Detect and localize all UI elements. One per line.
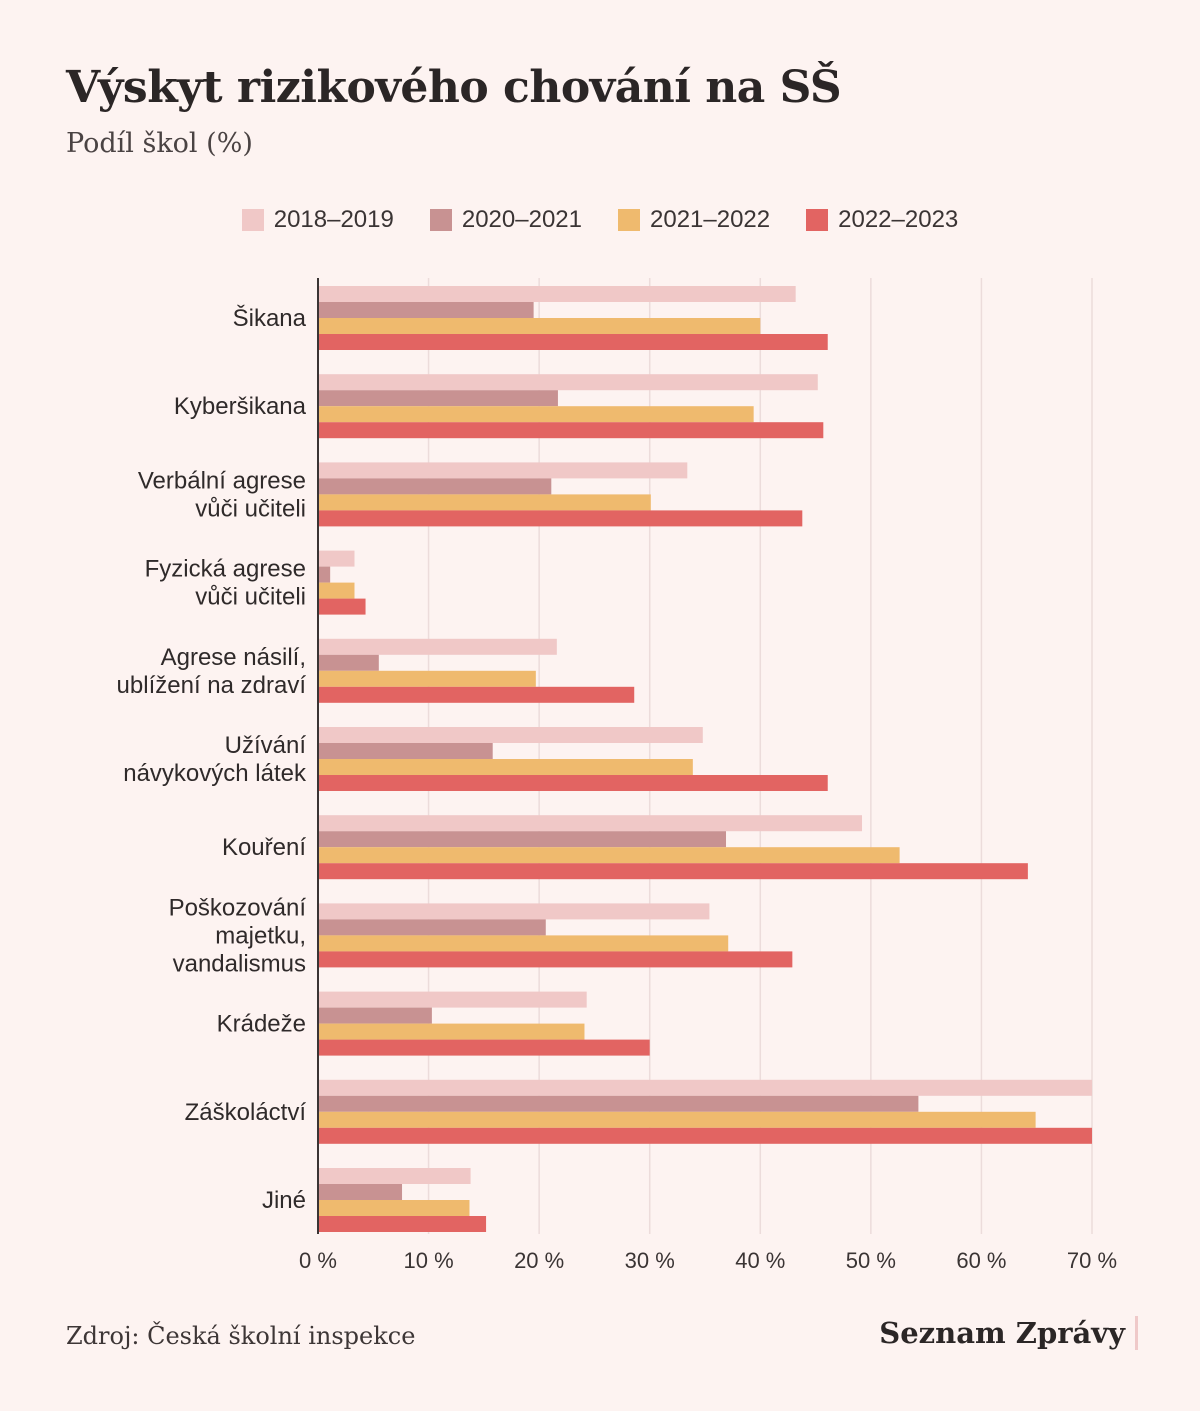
x-tick-label: 50 % bbox=[846, 1248, 896, 1273]
bar-2 bbox=[318, 390, 558, 407]
bar-4 bbox=[318, 1216, 487, 1232]
category-label: Záškoláctví bbox=[185, 1099, 307, 1126]
category-label: Užívání bbox=[225, 732, 307, 759]
x-tick-label: 10 % bbox=[403, 1248, 453, 1273]
bar-3 bbox=[318, 318, 761, 334]
bar-2 bbox=[318, 831, 727, 848]
bar-3 bbox=[318, 1111, 1036, 1128]
category-label: majetku, bbox=[215, 922, 306, 949]
legend-item-2018-2019: 2018–2019 bbox=[241, 206, 394, 234]
bar-3 bbox=[318, 1023, 585, 1040]
bar-1 bbox=[318, 727, 703, 743]
bar-2 bbox=[318, 566, 331, 583]
bar-4 bbox=[318, 1127, 1092, 1144]
category-label: Agrese násilí, bbox=[161, 644, 306, 671]
bar-4 bbox=[318, 951, 793, 968]
bar-4 bbox=[318, 334, 828, 350]
category-label: vandalismus bbox=[173, 950, 306, 977]
legend: 2018–2019 2020–2021 2021–2022 2022–2023 bbox=[0, 206, 1200, 234]
x-tick-label: 0 % bbox=[299, 1248, 337, 1273]
bar-3 bbox=[318, 759, 693, 775]
bar-2 bbox=[318, 1184, 403, 1200]
category-label: Kyberšikana bbox=[174, 393, 307, 420]
category-label: ublížení na zdraví bbox=[117, 672, 307, 699]
legend-swatch bbox=[806, 209, 829, 231]
bar-1 bbox=[318, 638, 557, 655]
bar-1 bbox=[318, 1079, 1092, 1096]
bar-4 bbox=[318, 775, 828, 791]
bar-2 bbox=[318, 302, 534, 318]
bar-4 bbox=[318, 598, 366, 615]
category-label: Jiné bbox=[262, 1187, 306, 1214]
bar-1 bbox=[318, 462, 688, 479]
x-tick-label: 40 % bbox=[735, 1248, 785, 1273]
bar-chart: 0 % 10 % 20 % 30 % 40 % 50 % 60 % 70 % Šikana Kyb… bbox=[117, 278, 1117, 1273]
legend-item-2020-2021: 2020–2021 bbox=[429, 206, 582, 234]
bar-1 bbox=[318, 1168, 471, 1184]
category-label: Šikana bbox=[233, 304, 307, 332]
category-label: vůči učiteli bbox=[195, 495, 306, 522]
bar-2 bbox=[318, 478, 552, 495]
bar-1 bbox=[318, 815, 863, 832]
bar-3 bbox=[318, 847, 900, 864]
legend-label: 2022–2023 bbox=[838, 206, 959, 233]
x-tick-label: 20 % bbox=[514, 1248, 564, 1273]
bar-3 bbox=[318, 935, 729, 952]
bar-1 bbox=[318, 374, 818, 391]
bar-4 bbox=[318, 686, 635, 703]
legend-label: 2021–2022 bbox=[650, 206, 771, 233]
x-tick-label: 30 % bbox=[625, 1248, 675, 1273]
legend-item-2021-2022: 2021–2022 bbox=[618, 206, 770, 234]
category-label: návykových látek bbox=[123, 760, 307, 787]
category-label: Krádeže bbox=[217, 1011, 306, 1038]
bar-2 bbox=[318, 919, 546, 936]
bar-2 bbox=[318, 654, 379, 671]
bar-3 bbox=[318, 494, 651, 511]
bar-4 bbox=[318, 422, 824, 439]
legend-label: 2020–2021 bbox=[461, 206, 582, 233]
bar-3 bbox=[318, 582, 355, 599]
source-note: Zdroj: Česká školní inspekce bbox=[66, 1322, 416, 1350]
bar-1 bbox=[318, 991, 587, 1008]
bar-2 bbox=[318, 1095, 919, 1112]
legend-item-2022-2023: 2022–2023 bbox=[806, 206, 958, 234]
bar-2 bbox=[318, 1007, 432, 1024]
bar-3 bbox=[318, 670, 536, 687]
x-tick-label: 70 % bbox=[1067, 1248, 1117, 1273]
chart-title: Výskyt rizikového chování na SŠ bbox=[66, 62, 842, 113]
bar-4 bbox=[318, 863, 1028, 880]
bar-1 bbox=[318, 903, 710, 920]
legend-swatch bbox=[429, 209, 452, 231]
bar-4 bbox=[318, 510, 803, 527]
category-label: vůči učiteli bbox=[195, 584, 306, 611]
bar-3 bbox=[318, 1200, 470, 1216]
category-label: Fyzická agrese bbox=[145, 556, 306, 583]
x-tick-label: 60 % bbox=[956, 1248, 1006, 1273]
bar-3 bbox=[318, 406, 754, 423]
bar-4 bbox=[318, 1039, 650, 1056]
bar-1 bbox=[318, 550, 355, 567]
category-label: Poškozování bbox=[169, 894, 307, 921]
chart-subtitle: Podíl škol (%) bbox=[66, 128, 253, 159]
bar-2 bbox=[318, 743, 493, 759]
brand-logo: Seznam Zprávy bbox=[879, 1316, 1138, 1350]
bar-1 bbox=[318, 286, 796, 302]
legend-swatch bbox=[241, 209, 264, 231]
legend-swatch bbox=[618, 209, 640, 231]
legend-label: 2018–2019 bbox=[273, 206, 394, 233]
category-label: Verbální agrese bbox=[138, 467, 306, 494]
category-label: Kouření bbox=[222, 834, 306, 861]
